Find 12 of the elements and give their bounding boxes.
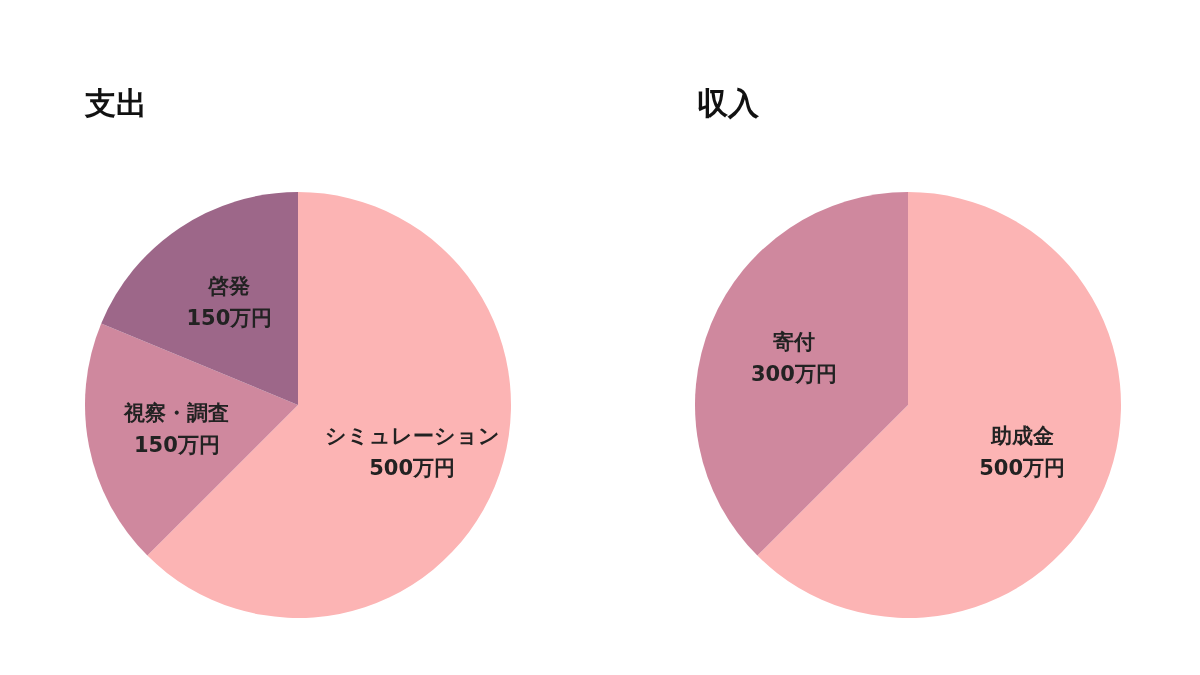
- slice-label: 寄付: [772, 329, 815, 354]
- data-label: 150万円: [133, 433, 220, 458]
- chart-title: 支出: [84, 85, 147, 121]
- slice-label: 視察・調査: [123, 401, 230, 426]
- data-label: 150万円: [186, 306, 273, 331]
- data-label: 500万円: [369, 456, 456, 481]
- data-label: 500万円: [979, 456, 1066, 481]
- data-label: 300万円: [750, 361, 837, 386]
- slice-label: 啓発: [207, 274, 251, 299]
- chart-title: 収入: [697, 85, 760, 121]
- slice-label: 助成金: [989, 424, 1054, 449]
- slice-label: シミュレーション: [324, 424, 500, 449]
